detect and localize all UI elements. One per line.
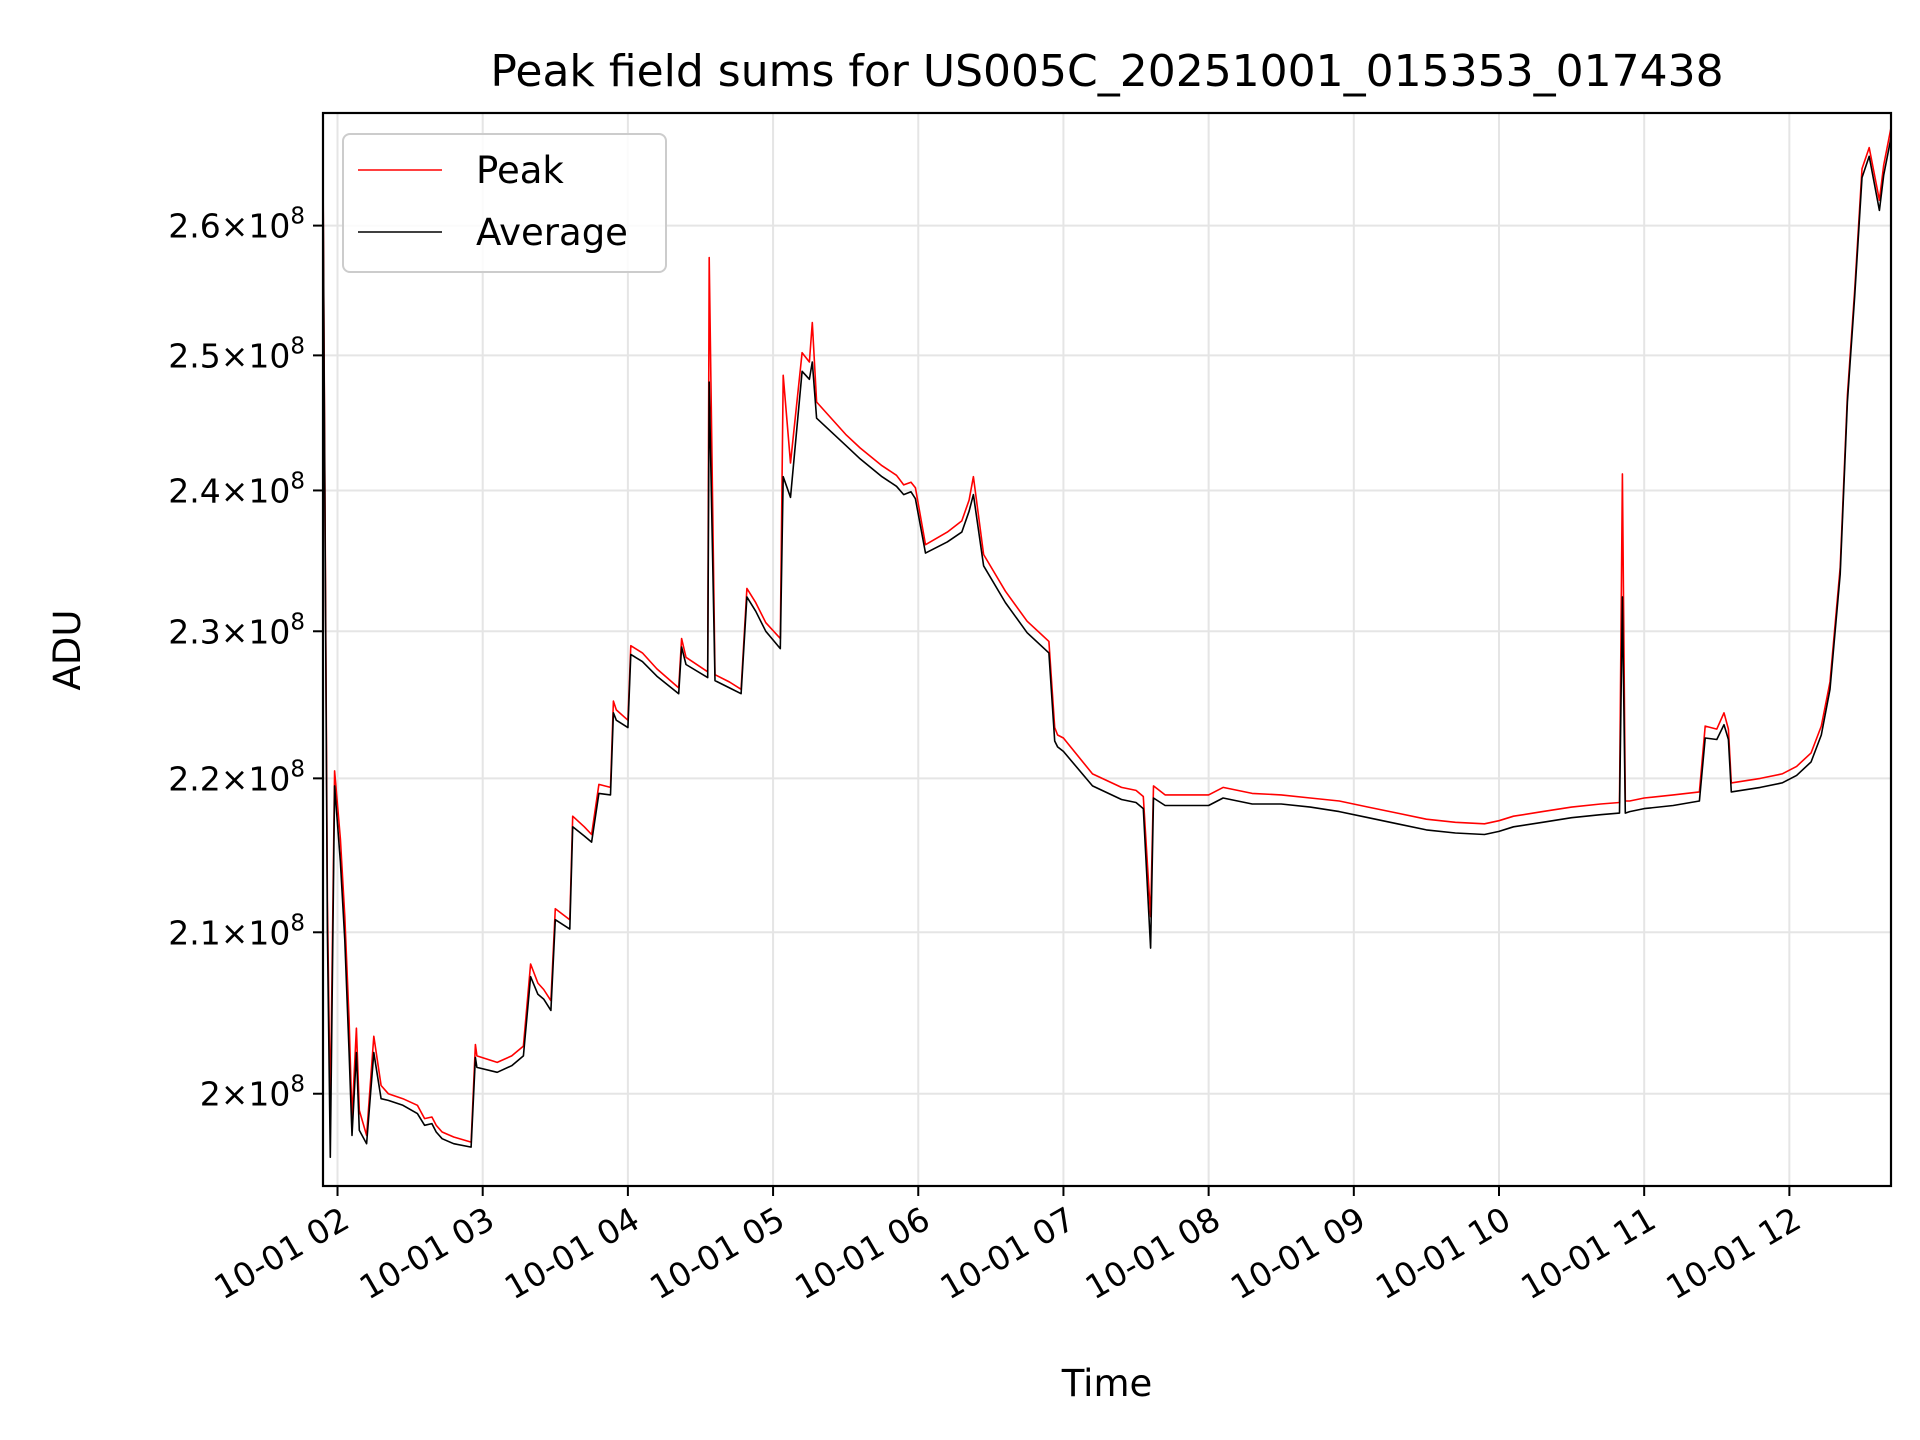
chart-title: Peak field sums for US005C_20251001_0153…: [490, 46, 1723, 97]
legend-box: [342, 133, 667, 273]
y-tick-label: 2×108: [200, 1072, 305, 1114]
x-axis-label: Time: [1061, 1362, 1153, 1405]
y-tick-label: 2.4×108: [168, 468, 305, 510]
series-line-average: [323, 137, 1891, 1158]
legend-label-peak: Peak: [476, 149, 564, 192]
axes-frame: [321, 111, 1893, 1188]
legend: Peak Average: [342, 133, 667, 273]
y-axis-label: ADU: [46, 610, 89, 691]
y-tick-label: 2.3×108: [168, 609, 305, 651]
y-tick-label: 2.5×108: [168, 333, 305, 375]
plot-area: [323, 127, 1891, 1158]
legend-label-average: Average: [476, 211, 628, 254]
y-tick-label: 2.6×108: [168, 204, 305, 246]
y-axis-ticks: 2×108 2.1×108 2.2×108 2.3×108 2.4×108 2.5×108…: [168, 204, 323, 1114]
y-tick-label: 2.2×108: [168, 756, 305, 798]
grid-lines: [323, 113, 1891, 1186]
y-tick-label: 2.1×108: [168, 910, 305, 952]
